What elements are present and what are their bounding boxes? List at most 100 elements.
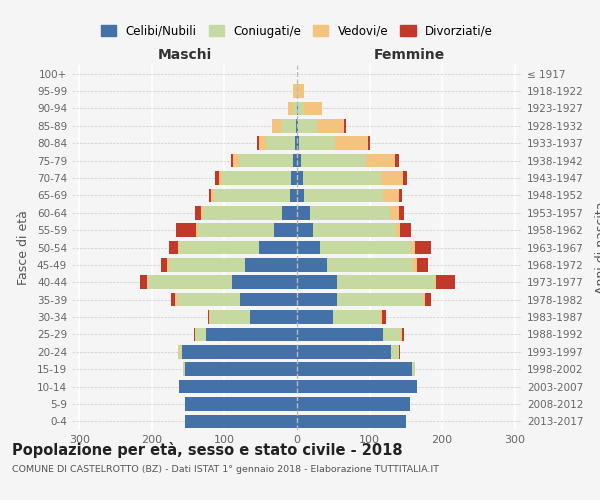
- Bar: [178, 240, 179, 254]
- Bar: [208, 310, 209, 324]
- Bar: [214, 188, 290, 202]
- Bar: [297, 258, 328, 272]
- Bar: [283, 206, 297, 220]
- Bar: [218, 171, 222, 185]
- Bar: [293, 154, 297, 168]
- Bar: [231, 154, 233, 168]
- Bar: [297, 84, 298, 98]
- Bar: [366, 154, 395, 168]
- Bar: [297, 171, 303, 185]
- Bar: [182, 345, 297, 358]
- Bar: [304, 102, 322, 115]
- Bar: [317, 119, 344, 132]
- Bar: [281, 119, 296, 132]
- Bar: [297, 154, 301, 168]
- Bar: [233, 154, 239, 168]
- Bar: [293, 102, 297, 115]
- Bar: [179, 240, 259, 254]
- Bar: [287, 102, 293, 115]
- Bar: [179, 380, 297, 394]
- Bar: [139, 276, 147, 289]
- Bar: [328, 258, 413, 272]
- Bar: [402, 328, 404, 341]
- Bar: [304, 188, 383, 202]
- Bar: [194, 328, 196, 341]
- Bar: [210, 310, 250, 324]
- Bar: [320, 240, 411, 254]
- Bar: [215, 171, 218, 185]
- Bar: [398, 206, 404, 220]
- Bar: [298, 102, 304, 115]
- Bar: [183, 362, 185, 376]
- Bar: [259, 136, 266, 150]
- Bar: [297, 224, 313, 237]
- Bar: [178, 345, 179, 358]
- Bar: [383, 188, 398, 202]
- Bar: [436, 276, 455, 289]
- Bar: [209, 310, 210, 324]
- Bar: [176, 224, 196, 237]
- Bar: [383, 328, 401, 341]
- Y-axis label: Anni di nascita: Anni di nascita: [595, 201, 600, 294]
- Bar: [272, 119, 281, 132]
- Bar: [232, 276, 297, 289]
- Bar: [185, 414, 297, 428]
- Bar: [401, 328, 402, 341]
- Bar: [297, 136, 299, 150]
- Bar: [403, 171, 407, 185]
- Bar: [293, 84, 297, 98]
- Bar: [274, 224, 297, 237]
- Bar: [297, 206, 310, 220]
- Bar: [391, 345, 398, 358]
- Bar: [400, 224, 411, 237]
- Bar: [382, 310, 386, 324]
- Bar: [179, 345, 182, 358]
- Bar: [169, 240, 178, 254]
- Bar: [297, 276, 337, 289]
- Bar: [297, 397, 409, 410]
- Bar: [395, 154, 398, 168]
- Bar: [398, 188, 402, 202]
- Bar: [424, 293, 425, 306]
- Bar: [297, 293, 337, 306]
- Bar: [209, 188, 211, 202]
- Bar: [397, 224, 400, 237]
- Bar: [412, 362, 415, 376]
- Bar: [337, 293, 424, 306]
- Bar: [250, 310, 297, 324]
- Text: Maschi: Maschi: [157, 48, 212, 62]
- Y-axis label: Fasce di età: Fasce di età: [17, 210, 30, 285]
- Bar: [435, 276, 436, 289]
- Bar: [297, 102, 298, 115]
- Bar: [169, 258, 245, 272]
- Bar: [239, 154, 293, 168]
- Bar: [313, 224, 397, 237]
- Bar: [211, 188, 214, 202]
- Bar: [241, 293, 297, 306]
- Bar: [295, 136, 297, 150]
- Bar: [167, 258, 169, 272]
- Bar: [147, 276, 148, 289]
- Bar: [176, 293, 241, 306]
- Text: Popolazione per età, sesso e stato civile - 2018: Popolazione per età, sesso e stato civil…: [12, 442, 403, 458]
- Bar: [197, 224, 274, 237]
- Bar: [299, 136, 335, 150]
- Bar: [297, 240, 320, 254]
- Bar: [411, 240, 415, 254]
- Bar: [344, 119, 346, 132]
- Bar: [203, 206, 283, 220]
- Bar: [172, 293, 175, 306]
- Bar: [390, 206, 398, 220]
- Bar: [245, 258, 297, 272]
- Bar: [206, 328, 297, 341]
- Bar: [185, 397, 297, 410]
- Bar: [417, 258, 428, 272]
- Bar: [297, 362, 412, 376]
- Bar: [413, 258, 417, 272]
- Bar: [398, 345, 400, 358]
- Bar: [297, 188, 304, 202]
- Bar: [297, 414, 406, 428]
- Bar: [297, 328, 383, 341]
- Bar: [298, 119, 317, 132]
- Bar: [333, 310, 380, 324]
